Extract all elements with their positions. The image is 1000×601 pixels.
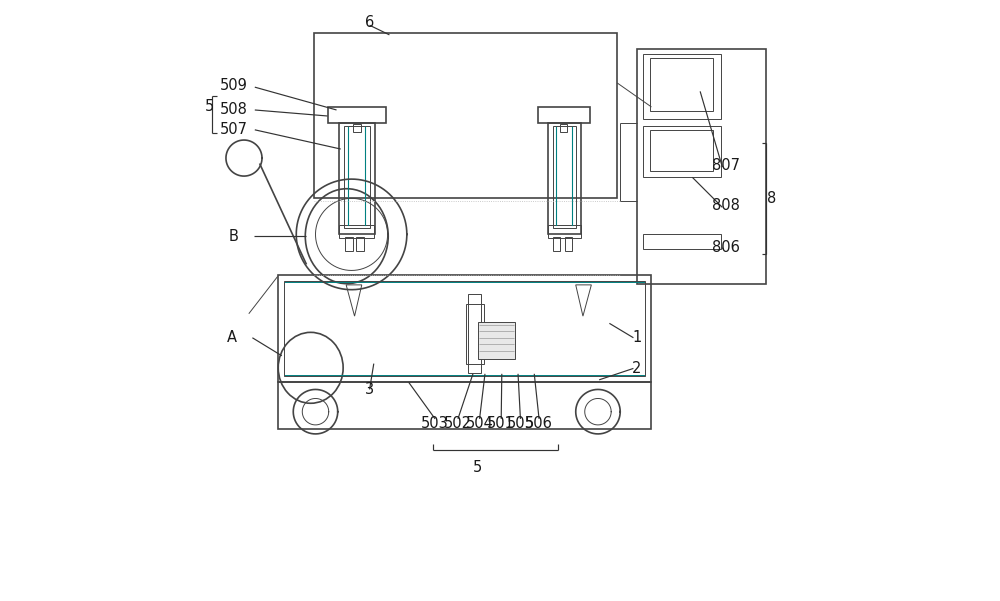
Text: 502: 502 (444, 416, 472, 431)
Text: 505: 505 (506, 416, 534, 431)
Text: 807: 807 (712, 158, 740, 172)
Text: 506: 506 (525, 416, 553, 431)
Text: 507: 507 (220, 122, 248, 136)
Text: B: B (229, 229, 239, 243)
Text: 2: 2 (632, 361, 642, 376)
Bar (553, 126, 576, 228)
Text: 3: 3 (365, 382, 374, 397)
Bar (328, 107, 386, 123)
Bar (314, 33, 617, 198)
Bar (643, 126, 721, 177)
Bar (565, 237, 572, 251)
Bar (344, 126, 370, 228)
Bar (637, 49, 766, 284)
Bar (548, 123, 581, 234)
Text: 8: 8 (767, 191, 776, 206)
Bar (643, 54, 721, 119)
Text: 5: 5 (473, 460, 482, 475)
Bar (466, 304, 484, 364)
Bar (650, 58, 713, 111)
Text: 806: 806 (712, 240, 740, 255)
Bar (553, 237, 560, 251)
Bar (643, 234, 721, 249)
Bar (284, 281, 645, 376)
Text: 509: 509 (220, 78, 248, 93)
Text: 5: 5 (204, 100, 214, 114)
Bar (278, 275, 651, 382)
Bar (650, 130, 713, 171)
Bar (278, 382, 651, 429)
Bar (548, 225, 581, 238)
Bar (356, 237, 364, 251)
Text: 504: 504 (466, 416, 494, 431)
Text: A: A (227, 331, 237, 345)
Bar (339, 225, 374, 238)
Bar (538, 107, 590, 123)
Text: 6: 6 (365, 16, 374, 30)
Bar (478, 322, 515, 359)
Bar (560, 124, 567, 132)
Bar (468, 294, 481, 373)
Text: 501: 501 (487, 416, 515, 431)
Bar (345, 237, 353, 251)
Text: 503: 503 (421, 416, 449, 431)
Text: 508: 508 (220, 102, 248, 117)
Text: 1: 1 (632, 331, 642, 345)
Bar (339, 123, 375, 234)
Text: 808: 808 (712, 198, 740, 213)
Bar (353, 124, 361, 132)
